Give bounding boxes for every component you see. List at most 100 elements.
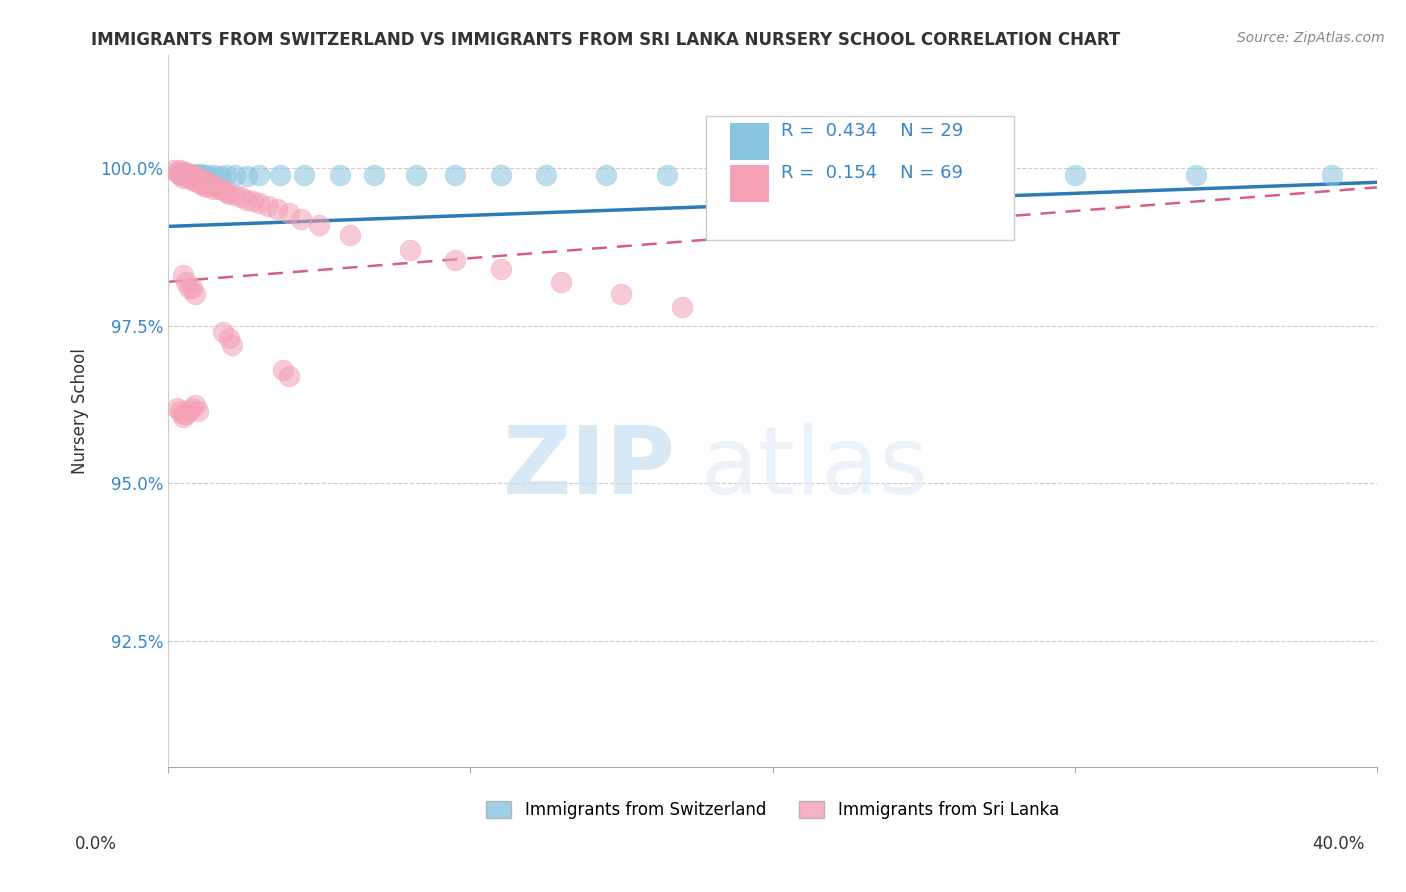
Point [187,170,209,185]
Point [211,184,233,198]
Point [202,168,225,182]
Point [292,168,315,182]
Point [928,168,950,182]
FancyBboxPatch shape [706,116,1014,240]
Point [257,199,280,213]
Point [190,173,212,187]
Point [595,168,617,182]
Point [172,168,194,182]
Point [205,180,228,194]
Point [655,168,678,182]
Point [181,168,204,182]
Point [399,244,422,258]
Y-axis label: Nursery School: Nursery School [72,348,89,474]
Point [181,173,204,187]
Point [184,287,207,301]
Point [197,175,219,189]
Point [166,164,188,178]
Point [181,169,204,183]
Point [278,369,301,384]
Point [166,401,188,415]
Point [610,287,633,301]
Legend: Immigrants from Switzerland, Immigrants from Sri Lanka: Immigrants from Switzerland, Immigrants … [479,794,1066,826]
Point [179,167,201,181]
Point [193,179,215,194]
Point [197,180,219,194]
Point [208,169,231,183]
Point [308,218,330,232]
Point [176,407,198,421]
Point [193,174,215,188]
Point [176,275,198,289]
Point [169,162,191,177]
Point [176,164,198,178]
Text: R =  0.154    N = 69: R = 0.154 N = 69 [782,164,963,182]
Point [179,281,201,295]
Point [187,168,209,182]
Point [187,404,209,418]
Point [747,168,769,182]
Point [184,398,207,412]
Point [339,227,361,242]
Point [405,168,427,182]
Point [1184,168,1206,182]
Text: ZIP: ZIP [503,422,676,514]
Point [214,186,236,200]
Point [172,170,194,185]
Point [193,168,215,182]
Point [229,190,252,204]
Point [271,363,294,377]
Point [489,262,512,277]
Point [236,169,259,183]
Point [236,193,259,207]
Point [242,194,264,209]
Point [278,205,301,219]
Point [172,407,194,421]
Point [550,275,572,289]
Point [190,167,212,181]
Point [187,175,209,189]
Point [179,168,201,182]
Point [489,168,512,182]
Point [1320,168,1343,182]
Point [1063,168,1085,182]
Point [218,331,240,345]
Point [184,174,207,188]
Point [179,404,201,418]
Point [247,168,270,182]
Text: 0.0%: 0.0% [75,835,117,853]
Point [184,167,207,181]
Text: R =  0.434    N = 29: R = 0.434 N = 29 [782,121,963,139]
Point [179,170,201,185]
Text: IMMIGRANTS FROM SWITZERLAND VS IMMIGRANTS FROM SRI LANKA NURSERY SCHOOL CORRELAT: IMMIGRANTS FROM SWITZERLAND VS IMMIGRANT… [91,31,1121,49]
Point [202,179,225,194]
Point [202,181,225,195]
Point [176,169,198,183]
Point [197,168,219,182]
Point [247,196,270,211]
Point [169,404,191,418]
Text: Source: ZipAtlas.com: Source: ZipAtlas.com [1237,31,1385,45]
Point [269,168,291,182]
Point [218,186,240,201]
Point [224,168,246,182]
Point [200,178,222,192]
Point [181,401,204,415]
Point [169,168,191,182]
Point [163,162,186,177]
Point [444,252,467,267]
Point [837,168,859,182]
Point [169,168,191,182]
Point [221,337,243,351]
Point [290,211,312,226]
Point [329,168,352,182]
Point [363,168,385,182]
Point [190,178,212,192]
Point [211,325,233,339]
Text: 40.0%: 40.0% [1312,835,1365,853]
Point [266,202,288,217]
Point [671,300,693,314]
Point [172,268,194,283]
Point [179,169,201,183]
Point [172,410,194,425]
